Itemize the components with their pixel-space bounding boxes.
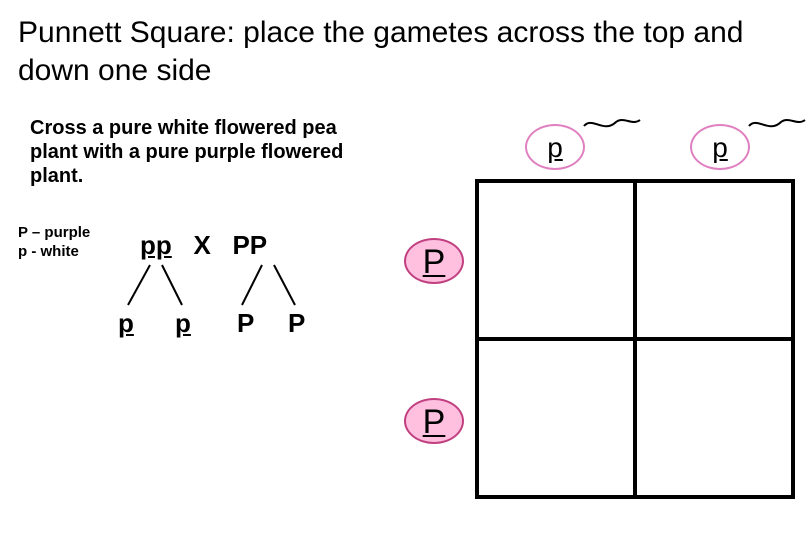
page-title: Punnett Square: place the gametes across… <box>18 14 778 89</box>
cross-expression: pp X PP <box>140 230 267 261</box>
product-P2: P <box>288 308 305 339</box>
cross-right: PP <box>232 230 267 260</box>
legend-purple: P – purple <box>18 224 90 243</box>
product-p2: p <box>175 308 191 339</box>
product-p1: p <box>118 308 134 339</box>
side-gamete-2-label: P <box>423 403 446 441</box>
sperm-tail-icon <box>747 112 807 134</box>
side-gamete-1: P <box>404 238 464 284</box>
punnett-vline <box>633 183 637 495</box>
cross-description: Cross a pure white flowered pea plant wi… <box>30 116 390 188</box>
legend-white: p - white <box>18 243 90 262</box>
side-gamete-2: P <box>404 398 464 444</box>
punnett-square <box>475 179 795 499</box>
allele-legend: P – purple p - white <box>18 224 90 262</box>
side-gamete-1-label: P <box>423 243 446 281</box>
top-gamete-2: p <box>690 124 750 170</box>
cross-mid: X <box>193 230 210 260</box>
sperm-tail-icon <box>582 112 642 134</box>
gamete-arrows <box>110 260 360 320</box>
product-P1: P <box>237 308 254 339</box>
top-gamete-1: p <box>525 124 585 170</box>
cross-left: pp <box>140 230 172 260</box>
